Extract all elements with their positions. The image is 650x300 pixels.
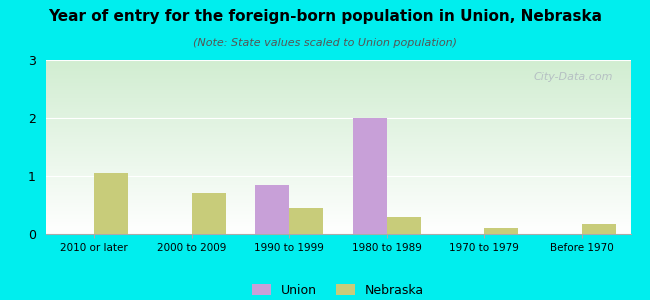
Legend: Union, Nebraska: Union, Nebraska bbox=[247, 278, 429, 300]
Text: (Note: State values scaled to Union population): (Note: State values scaled to Union popu… bbox=[193, 38, 457, 47]
Bar bbox=[387, 217, 421, 234]
Bar bbox=[582, 224, 616, 234]
Bar bbox=[289, 208, 324, 234]
Text: City-Data.com: City-Data.com bbox=[534, 72, 613, 82]
Text: Year of entry for the foreign-born population in Union, Nebraska: Year of entry for the foreign-born popul… bbox=[48, 9, 602, 24]
Bar bbox=[94, 173, 129, 234]
Bar bbox=[192, 194, 226, 234]
Bar bbox=[353, 118, 387, 234]
Bar bbox=[484, 228, 519, 234]
Bar bbox=[255, 185, 289, 234]
